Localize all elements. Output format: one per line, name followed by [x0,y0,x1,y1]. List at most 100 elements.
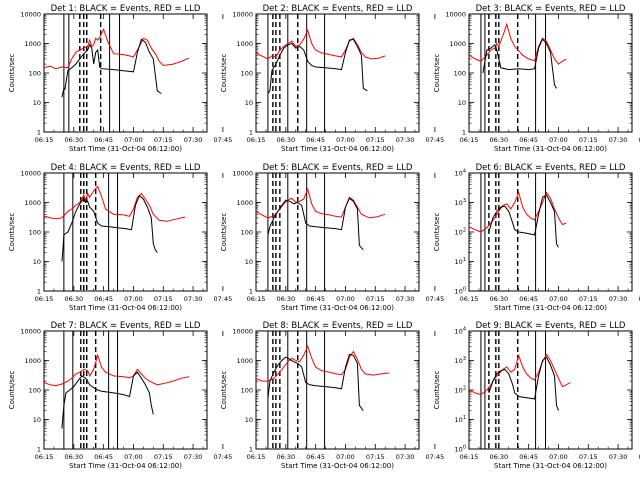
panel-title: Det 5: BLACK = Events, RED = LLD [263,163,413,173]
x-tick-label: 06:45 [306,453,325,461]
x-tick-label: 07:30 [396,453,415,461]
plot-frame [468,330,633,450]
x-tick-label: 07:30 [609,295,628,303]
x-tick-label: 06:15 [35,453,54,461]
x-tick-label: 07:45 [639,453,640,461]
plot-area [44,14,190,132]
plot-area [256,14,386,132]
y-tick-label: 10 [245,258,253,266]
x-tick-label: 07:00 [336,295,355,303]
y-tick-label: 100 [29,70,41,78]
x-tick-label: 07:45 [214,136,233,144]
y-tick-label: 100 [241,229,253,237]
x-tick-label: 07:45 [426,295,445,303]
x-tick-label: 07:00 [124,295,143,303]
plot-area [44,173,186,291]
x-tick-label: 06:30 [276,295,295,303]
panel-title: Det 4: BLACK = Events, RED = LLD [51,163,201,173]
x-tick-label: 06:45 [519,136,538,144]
y-tick-label: 1000 [24,357,41,365]
panel-title: Det 7: BLACK = Events, RED = LLD [51,321,201,331]
y-tick-label: 1 [37,446,41,454]
y-tick-exponent: 3 [463,356,466,362]
events-series-line [488,194,559,248]
y-axis-label: Counts/sec [220,371,228,410]
y-tick-label: 100 [241,387,253,395]
y-tick-label: 104 [455,327,466,336]
x-axis-label: Start Time (31-Oct-04 06:12:00) [494,304,607,312]
x-tick-label: 07:00 [549,295,568,303]
x-tick-label: 06:15 [247,136,266,144]
x-tick-label: 06:45 [94,136,113,144]
x-tick-label: 07:30 [184,453,203,461]
lld-series-line [44,185,186,222]
events-series-line [267,353,364,411]
y-axis-label: Counts/sec [220,213,228,252]
y-tick-label: 1 [249,288,253,296]
panel-4: Det 4: BLACK = Events, RED = LLD Counts/s… [8,163,232,312]
y-tick-label: 101 [455,415,466,424]
y-tick-label: 100 [455,287,466,296]
y-tick-label: 10000 [445,11,466,19]
plot-area [469,14,567,132]
y-tick-label: 1000 [236,40,253,48]
panel-title: Det 3: BLACK = Events, RED = LLD [476,4,626,14]
x-tick-label: 07:30 [609,136,628,144]
y-tick-label: 1000 [24,199,41,207]
plot-frame [468,172,633,292]
y-tick-label: 1000 [236,357,253,365]
x-tick-label: 07:30 [396,136,415,144]
x-tick-label: 06:30 [489,453,508,461]
plot-area [469,331,571,449]
panel-title: Det 1: BLACK = Events, RED = LLD [51,4,201,14]
panel-title: Det 2: BLACK = Events, RED = LLD [263,4,413,14]
panel-2: Det 2: BLACK = Events, RED = LLD Counts/s… [220,4,444,153]
x-tick-label: 06:45 [519,453,538,461]
x-tick-label: 06:15 [460,295,479,303]
x-tick-label: 07:15 [154,453,173,461]
x-tick-label: 07:45 [639,136,640,144]
y-tick-label: 102 [455,386,466,395]
y-tick-label: 10 [245,416,253,424]
y-tick-exponent: 2 [463,228,466,234]
y-tick-exponent: 0 [463,287,466,293]
panel-9: Det 9: BLACK = Events, RED = LLD Counts/s… [433,321,640,470]
events-series-line [488,356,559,411]
y-tick-exponent: 2 [463,386,466,392]
y-tick-label: 101 [455,257,466,266]
x-axis-label: Start Time (31-Oct-04 06:12:00) [281,462,394,470]
y-tick-label: 1000 [449,40,466,48]
x-axis-label: Start Time (31-Oct-04 06:12:00) [281,145,394,153]
x-tick-label: 07:15 [366,295,385,303]
x-tick-label: 07:45 [639,295,640,303]
x-tick-label: 06:30 [64,295,83,303]
lld-series-line [256,345,390,382]
x-tick-label: 07:15 [579,295,598,303]
y-tick-label: 10000 [20,170,41,178]
x-axis-label: Start Time (31-Oct-04 06:12:00) [494,462,607,470]
plot-frame [468,13,633,133]
y-tick-exponent: 1 [463,415,466,421]
y-tick-label: 100 [241,70,253,78]
x-tick-label: 06:30 [489,136,508,144]
lld-series-line [469,353,571,396]
x-tick-label: 06:45 [94,453,113,461]
y-axis-label: Counts/sec [8,213,16,252]
y-axis-label: Counts/sec [433,54,441,93]
panel-8: Det 8: BLACK = Events, RED = LLD Counts/s… [220,321,444,470]
x-tick-label: 07:45 [426,453,445,461]
y-axis-label: Counts/sec [8,371,16,410]
x-tick-label: 06:30 [276,453,295,461]
x-tick-label: 07:15 [579,136,598,144]
y-tick-label: 100 [29,387,41,395]
y-tick-label: 103 [455,356,466,365]
lld-series-line [469,190,567,233]
x-tick-label: 07:15 [579,453,598,461]
y-tick-exponent: 4 [463,327,466,333]
panel-1: Det 1: BLACK = Events, RED = LLD Counts/s… [8,4,232,153]
lld-series-line [256,28,386,60]
x-tick-label: 06:30 [64,453,83,461]
lld-series-line [44,28,190,70]
x-tick-label: 06:15 [460,453,479,461]
x-tick-label: 06:45 [306,295,325,303]
